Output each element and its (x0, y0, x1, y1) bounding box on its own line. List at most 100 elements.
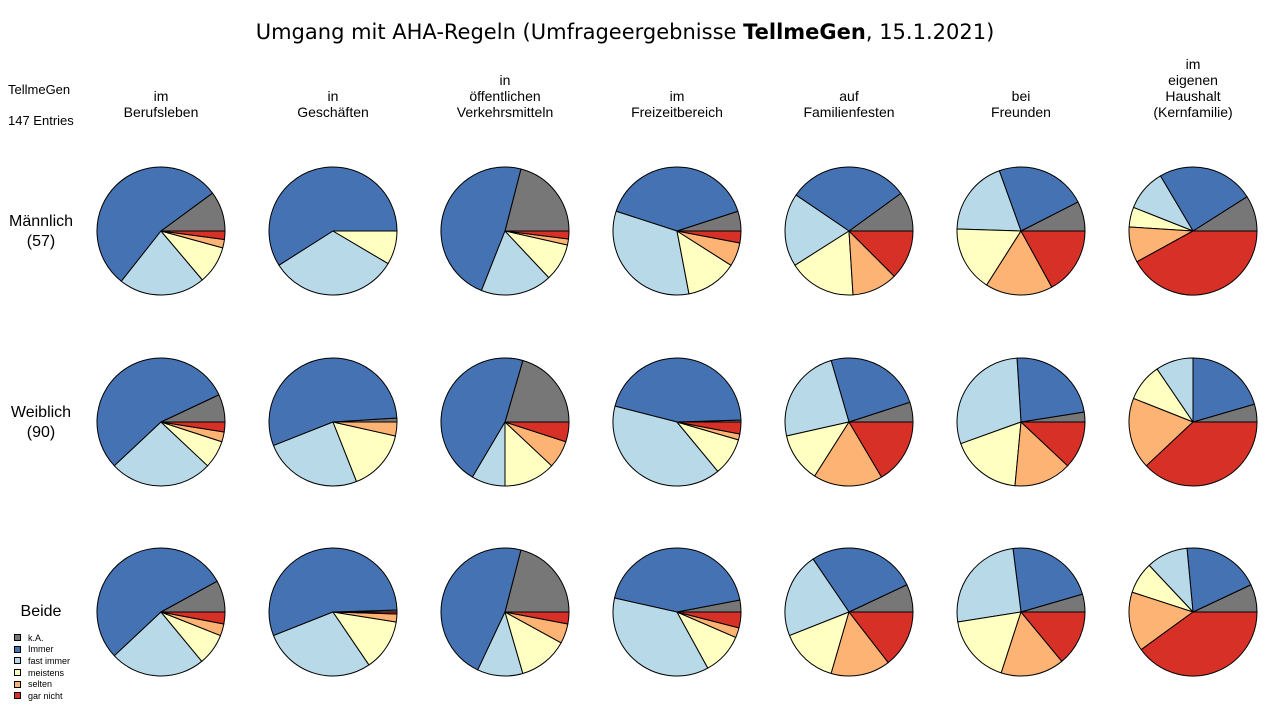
legend-swatch (14, 634, 21, 642)
pie-slice-gar-nicht (848, 421, 914, 478)
pie-chart (612, 357, 742, 487)
pie-chart (784, 547, 914, 677)
column-header-line: im (1185, 56, 1201, 72)
pie-slice-fast-immer (272, 421, 358, 487)
legend-label: gar nicht (28, 690, 63, 701)
column-header-line: Haushalt (1165, 88, 1221, 104)
pie-chart (96, 357, 226, 487)
legend-item: selten (14, 678, 70, 690)
legend-swatch (14, 692, 21, 700)
legend-item: fast immer (14, 655, 70, 667)
pie-slice-immer (440, 166, 522, 292)
column-header-line: auf (839, 88, 859, 104)
chart-title-suffix: , 15.1.2021) (865, 20, 995, 44)
pie-slice-immer (96, 547, 218, 657)
column-header-line: (Kernfamilie) (1153, 104, 1233, 120)
pie-slice-immer (998, 166, 1079, 232)
pie-chart (1128, 547, 1258, 677)
pie-slice-ka (504, 168, 570, 232)
pie-slice-fast-immer (784, 558, 850, 637)
pie-chart (612, 547, 742, 677)
pie-chart (784, 166, 914, 296)
row-label-line: (90) (26, 424, 56, 441)
pie-slice-fast-immer (480, 230, 550, 296)
legend-item: Immer (14, 644, 70, 656)
pie-slice-gar-nicht (160, 230, 226, 241)
column-header-line: in (499, 72, 511, 88)
column-header-line: öffentlichen (469, 88, 541, 104)
pie-slice-fast-immer (113, 611, 203, 677)
pie-slice-immer (1012, 547, 1083, 613)
pie-slice-fast-immer (612, 597, 709, 677)
row-label-line: Männlich (8, 213, 74, 230)
pie-chart (268, 357, 398, 487)
pie-slice-fast-immer (120, 230, 203, 296)
legend-label: meistens (28, 667, 65, 678)
pie-chart (1128, 357, 1258, 487)
pie-slice-fast-immer (113, 421, 209, 487)
column-header-line: in (327, 88, 339, 104)
column-header-line: Freunden (991, 104, 1051, 120)
pie-chart (956, 357, 1086, 487)
legend-label: selten (28, 679, 53, 690)
pie-slice-immer (1159, 166, 1248, 232)
pie-slice-immer (96, 357, 220, 467)
pie-slice-fast-immer (612, 405, 719, 487)
pie-slice-meistens (332, 421, 396, 483)
legend-swatch (14, 669, 21, 677)
column-header-line: Geschäften (297, 104, 369, 120)
pie-slice-gar-nicht (848, 611, 914, 664)
pie-slice-meistens (332, 230, 398, 265)
pie-slice-gar-nicht (160, 421, 226, 433)
pie-slice-gar-nicht (1136, 230, 1258, 296)
pie-slice-immer (1186, 547, 1252, 613)
pie-slice-ka (504, 549, 570, 613)
pie-slice-selten (1128, 397, 1194, 467)
pie-slice-immer (614, 357, 742, 423)
pie-slice-selten (332, 421, 398, 437)
pie-slice-fast-immer (784, 360, 850, 437)
pie-slice-selten (830, 611, 889, 677)
pie-slice-fast-immer (956, 357, 1022, 445)
column-header: auf Familienfesten (774, 88, 924, 120)
chart-title-brand: TellmeGen (743, 20, 866, 44)
pie-slice-gar-nicht (676, 421, 742, 435)
pie-slice-immer (1192, 357, 1255, 423)
legend-label: Immer (28, 644, 54, 655)
pie-slice-selten (1128, 591, 1194, 651)
column-header: im eigenen Haushalt (Kernfamilie) (1118, 56, 1268, 120)
pie-slice-fast-immer (272, 611, 370, 677)
pie-slice-immer (615, 166, 739, 232)
pie-slice-immer (440, 357, 524, 478)
pie-slice-gar-nicht (332, 611, 398, 615)
legend-item: gar nicht (14, 690, 70, 702)
pie-slice-fast-immer (956, 170, 1022, 232)
pie-slice-gar-nicht (848, 230, 914, 277)
pie-chart (96, 547, 226, 677)
pie-slice-meistens (956, 228, 1022, 286)
pie-slice-gar-nicht (1140, 611, 1258, 677)
legend-swatch (14, 680, 21, 688)
pie-slice-ka (504, 360, 570, 423)
column-header-line: Freizeitbereich (631, 104, 723, 120)
row-label: Männlich (57) (0, 212, 82, 252)
column-header: bei Freunden (946, 88, 1096, 120)
pie-slice-immer (96, 166, 214, 282)
pie-slice-gar-nicht (676, 611, 742, 629)
legend-item: meistens (14, 667, 70, 679)
pie-slice-gar-nicht (1145, 421, 1258, 487)
pie-slice-immer (268, 547, 398, 637)
pie-slice-immer (1016, 357, 1085, 423)
pie-chart (268, 547, 398, 677)
pie-slice-fast-immer (956, 548, 1022, 623)
column-header-line: Verkehrsmitteln (456, 104, 554, 120)
pie-chart (440, 547, 570, 677)
column-header-line: im (153, 88, 169, 104)
pie-slice-immer (795, 166, 902, 232)
pie-slice-meistens (788, 611, 850, 674)
pie-chart (784, 357, 914, 487)
pie-slice-gar-nicht (1020, 230, 1086, 288)
column-header-line: eigenen (1168, 72, 1218, 88)
pie-slice-gar-nicht (504, 421, 570, 443)
